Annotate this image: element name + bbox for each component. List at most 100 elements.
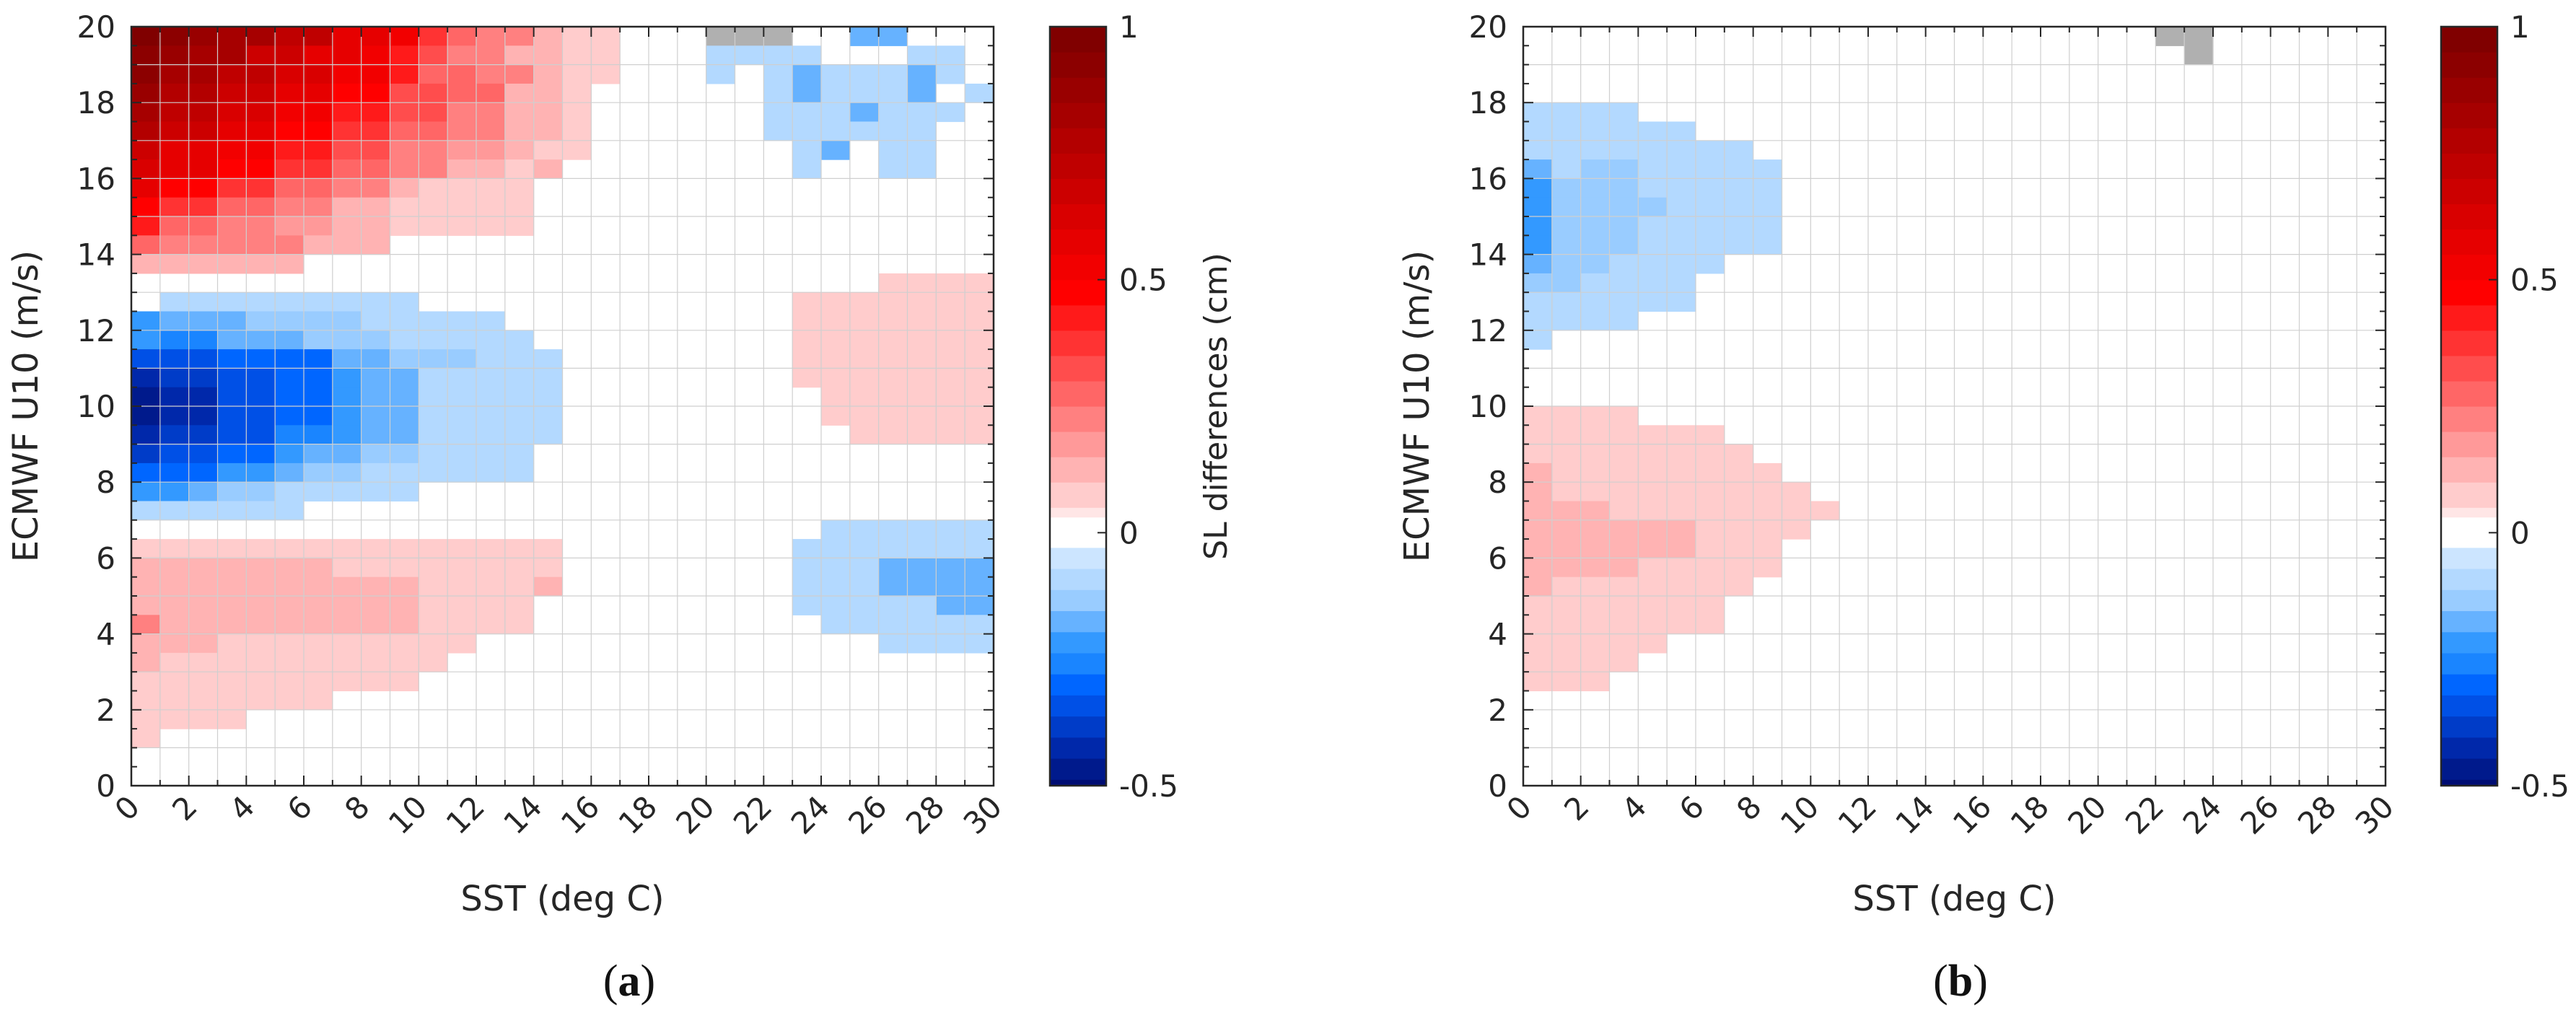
x-tick-label: 24 [2176,789,2228,841]
x-tick-label: 14 [1888,789,1940,841]
heatmap-cell [390,27,419,46]
heatmap-cell [1523,159,1553,179]
heatmap-cell [1523,462,1553,483]
heatmap-cell [275,482,305,502]
heatmap-cells [131,27,994,748]
x-tick-label: 20 [2061,789,2113,841]
heatmap-cell [217,501,305,521]
heatmap-cell [1638,178,1783,198]
x-tick-label: 2 [165,789,204,828]
colorbar: 10.50-0.5SL differences (cm) [2440,9,2570,804]
heatmap-cell [1638,159,1783,179]
colorbar-segment [2441,330,2497,356]
x-tick-label: 14 [496,789,548,841]
heatmap-cell [131,235,161,255]
ticks [131,26,994,786]
x-tick-label: 10 [382,789,434,841]
heatmap-cell [217,672,419,692]
x-tick-label: 28 [899,789,951,841]
x-tick-label: 26 [2233,789,2285,841]
colorbar-segment [2441,632,2497,654]
x-tick-label: 6 [1673,789,1712,828]
colorbar-segment [2441,153,2497,179]
colorbar-segment [1050,102,1106,128]
y-tick-label: 10 [1469,389,1507,424]
heatmap-cell [562,121,592,141]
colorbar-segment [2441,569,2497,591]
heatmap-cell [131,596,161,615]
y-tick-label: 18 [77,85,115,120]
panel-b: 0 2 4 6 8 10 12 14 16 18 20 22 24 26 28 300246810121416… [1397,9,2570,919]
y-tick-label: 4 [1488,617,1507,652]
colorbar-segment [2441,52,2497,78]
colorbar-segment [2441,380,2497,407]
heatmap-cell [390,216,535,236]
y-tick-label: 2 [1488,693,1507,728]
heatmap-cell [1551,576,1639,597]
colorbar-zero-band [1050,517,1106,548]
colorbar-segment [1050,178,1106,205]
heatmap-cell [131,633,161,654]
colorbar-segment [1050,457,1106,483]
colorbar-segment [1050,380,1106,407]
heatmap-cell [131,140,161,160]
heatmap-cell [533,576,564,597]
y-tick-label: 8 [96,465,115,500]
colorbar-segment [1050,254,1106,281]
y-tick-label: 12 [77,313,115,348]
y-tick-label: 8 [1488,465,1507,500]
heatmap-cell [792,45,822,66]
heatmap-cell [131,27,161,46]
colorbar-segment [2441,355,2497,382]
colorbar-segment [1050,482,1106,508]
y-tick-label: 16 [77,161,115,196]
colorbar-segment [2441,406,2497,432]
colorbar-frame [2440,25,2499,787]
y-tick-label: 2 [96,693,115,728]
colorbar-segment [2441,674,2497,696]
heatmap-cell [792,558,880,578]
colorbar-segment [1050,758,1106,781]
heatmap-cell [1551,292,1696,312]
heatmap-cell [792,596,937,615]
heatmap-cell [188,482,219,502]
colorbar-tick-label: -0.5 [1119,768,1178,804]
heatmap-cell [1523,197,1553,217]
heatmap-cell [390,330,477,350]
heatmap-cell [1609,519,1696,540]
heatmap-cell [332,387,362,407]
heatmap-cell [1580,501,1611,521]
y-tick-label: 6 [96,540,115,576]
x-tick-label: 30 [2349,789,2401,841]
heatmap-cell [562,83,592,103]
colorbar-segment [1050,716,1106,738]
heatmap-cell [1523,482,1553,502]
x-axis-label: SST (deg C) [460,879,664,919]
x-tick-label: 22 [2119,789,2170,841]
heatmap-cell [131,178,161,198]
grid [131,26,994,786]
heatmap-cell [504,140,535,160]
heatmap-cell [792,83,822,103]
y-tick-label: 0 [96,768,115,804]
heatmap-cell [390,64,419,84]
x-tick-label: 2 [1557,789,1596,828]
heatmap-cell [907,83,937,103]
colorbar-segment [1050,153,1106,179]
heatmap-cell [1523,235,1553,255]
x-tick-label: 26 [841,789,893,841]
x-tick-label: 20 [669,789,721,841]
y-tick-label: 20 [1469,9,1507,45]
heatmap-cell [159,235,305,255]
heatmap-cell [763,102,851,123]
colorbar-segment [1050,779,1106,786]
heatmap-cell [447,27,477,46]
colorbar-segment [2441,779,2497,786]
heatmap-cell [1551,159,1582,179]
colorbar-segment [1050,653,1106,675]
heatmap-cell [332,558,419,578]
y-tick-label: 12 [1469,313,1507,348]
heatmap-cells [1523,27,2214,692]
colorbar-segment [1050,330,1106,356]
colorbar-segment [1050,52,1106,78]
